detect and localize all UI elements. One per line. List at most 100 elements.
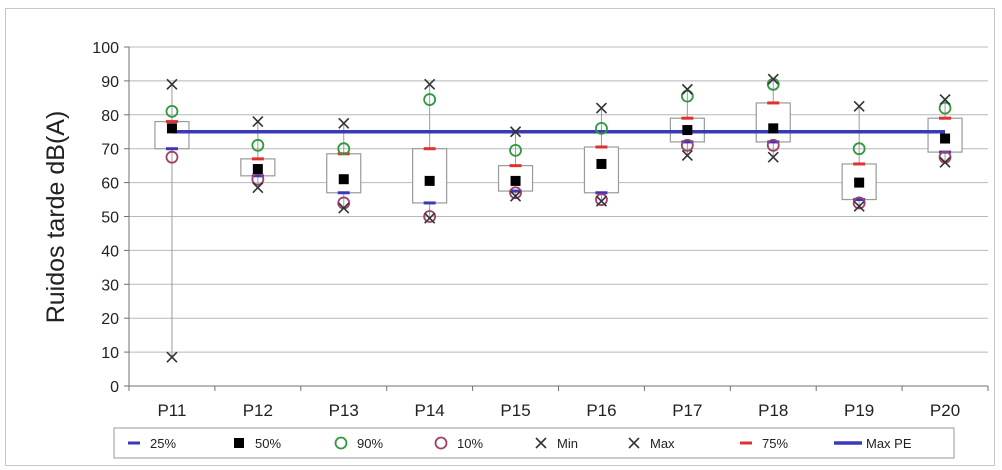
x-stroke bbox=[535, 437, 547, 449]
marker-min bbox=[767, 151, 779, 163]
marker-90pct bbox=[509, 143, 522, 157]
marker-min bbox=[252, 182, 264, 194]
y-tick-label: 70 bbox=[101, 142, 119, 159]
x-stroke bbox=[595, 102, 608, 114]
marker-max bbox=[853, 100, 865, 112]
marker-50pct bbox=[940, 133, 951, 144]
legend-marker bbox=[628, 437, 640, 449]
y-tick-label: 60 bbox=[101, 176, 119, 193]
legend-label: 90% bbox=[357, 436, 383, 451]
legend: 25% 50% 90% 10% Min Max 75% Max PE bbox=[113, 427, 955, 459]
marker-90pct bbox=[423, 93, 437, 106]
marker-min bbox=[166, 351, 178, 363]
marker-50pct bbox=[424, 175, 435, 186]
x-stroke bbox=[166, 78, 178, 90]
marker-10pct bbox=[766, 138, 780, 152]
marker-50pct bbox=[510, 175, 521, 186]
marker-max bbox=[509, 126, 522, 138]
x-tick-label: P20 bbox=[930, 401, 960, 420]
box bbox=[755, 102, 791, 143]
legend-label: Max bbox=[650, 436, 675, 451]
y-tick-label: 40 bbox=[101, 243, 119, 260]
marker-max bbox=[166, 78, 178, 90]
marker-50pct bbox=[768, 123, 779, 134]
x-tick-label: P19 bbox=[844, 401, 874, 420]
y-tick-label: 0 bbox=[110, 379, 119, 396]
data-markers bbox=[165, 73, 952, 363]
x-stroke bbox=[681, 83, 693, 95]
marker-50pct bbox=[682, 125, 693, 136]
x-stroke bbox=[853, 100, 865, 112]
x-tick-label: P12 bbox=[243, 401, 273, 420]
marker-90pct bbox=[852, 142, 866, 156]
x-stroke bbox=[595, 195, 608, 207]
marker-50pct bbox=[166, 123, 177, 134]
legend-marker bbox=[334, 436, 348, 450]
marker-max bbox=[767, 73, 779, 85]
marker-min bbox=[424, 212, 436, 224]
legend-label: 50% bbox=[255, 436, 281, 451]
grid-lines bbox=[128, 46, 988, 387]
x-stroke bbox=[939, 156, 951, 168]
x-stroke bbox=[681, 149, 693, 162]
x-tick-label: P18 bbox=[758, 401, 788, 420]
x-stroke bbox=[767, 73, 779, 85]
marker-90pct bbox=[938, 101, 952, 115]
marker-90pct bbox=[251, 138, 265, 152]
marker-10pct bbox=[680, 138, 694, 152]
x-stroke bbox=[166, 351, 178, 363]
marker-10pct bbox=[165, 150, 179, 164]
y-axis-ticks: 0 10 20 30 40 50 60 70 80 90 100 bbox=[92, 40, 129, 396]
marker-max bbox=[595, 102, 608, 114]
x-stroke bbox=[939, 93, 951, 106]
x-stroke bbox=[767, 151, 779, 163]
legend-label: Max PE bbox=[866, 436, 912, 451]
marker-min bbox=[338, 202, 350, 214]
x-stroke bbox=[509, 190, 522, 202]
marker-10pct bbox=[509, 186, 522, 200]
y-tick-label: 80 bbox=[101, 108, 119, 125]
marker-50pct bbox=[252, 164, 263, 175]
x-tick-label: P11 bbox=[157, 401, 186, 420]
legend-marker bbox=[434, 436, 448, 450]
marker-50pct bbox=[338, 174, 349, 185]
marker-10pct bbox=[595, 193, 608, 206]
y-tick-label: 10 bbox=[101, 345, 119, 362]
x-stroke bbox=[424, 78, 436, 90]
x-stroke bbox=[252, 182, 264, 194]
legend-marker bbox=[234, 438, 244, 448]
marker-max bbox=[681, 83, 693, 95]
legend-label: 10% bbox=[457, 436, 483, 451]
legend-label: Min bbox=[557, 436, 578, 451]
marker-90pct bbox=[337, 142, 351, 156]
legend-box bbox=[113, 427, 955, 459]
marker-90pct bbox=[680, 89, 694, 103]
chart-frame: 0 10 20 30 40 50 60 70 80 90 100 P11 P12 P13 P14 P15 P1… bbox=[5, 8, 995, 466]
box bbox=[412, 148, 448, 204]
marker-min bbox=[681, 149, 693, 162]
marker-90pct bbox=[595, 121, 608, 135]
y-tick-label: 50 bbox=[101, 210, 119, 227]
x-tick-label: P17 bbox=[672, 401, 702, 420]
x-tick-label: P13 bbox=[329, 401, 359, 420]
x-tick-label: P14 bbox=[415, 401, 445, 420]
x-stroke bbox=[628, 437, 640, 449]
x-tick-label: P15 bbox=[500, 401, 530, 420]
x-stroke bbox=[338, 202, 350, 214]
marker-90pct bbox=[165, 105, 179, 118]
box bbox=[326, 153, 362, 194]
marker-max bbox=[939, 93, 951, 106]
box bbox=[583, 146, 620, 194]
marker-50pct bbox=[854, 177, 865, 188]
marker-min bbox=[509, 190, 522, 202]
x-axis-ticks: P11 P12 P13 P14 P15 P16 P17 P18 P19 P20 bbox=[128, 386, 989, 420]
y-tick-label: 90 bbox=[101, 74, 119, 91]
marker-50pct bbox=[596, 158, 607, 169]
legend-label: 25% bbox=[150, 436, 176, 451]
marker-max bbox=[252, 116, 264, 128]
x-stroke bbox=[424, 212, 436, 224]
marker-min bbox=[939, 156, 951, 168]
x-stroke bbox=[252, 116, 264, 128]
x-stroke bbox=[338, 117, 350, 129]
